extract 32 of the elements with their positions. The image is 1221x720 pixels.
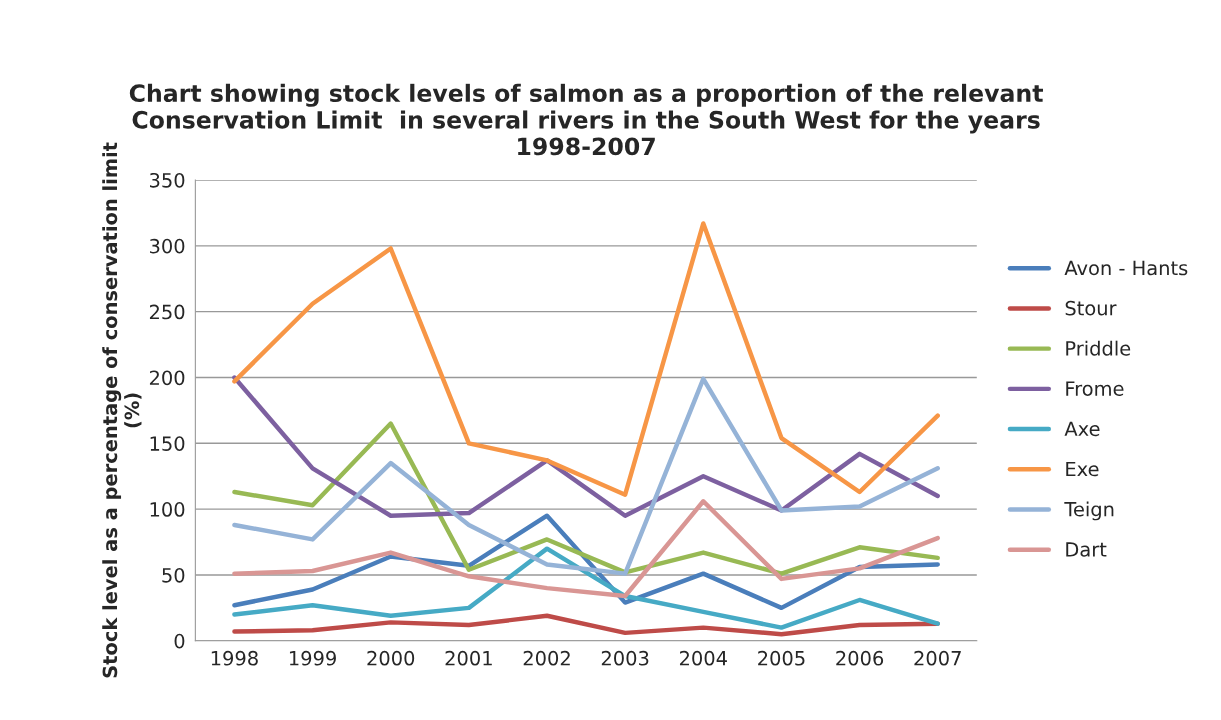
legend-label: Axe xyxy=(1064,421,1100,437)
y-tick-label: 200 xyxy=(149,370,185,386)
x-tick-label: 2001 xyxy=(445,650,492,666)
x-tick-label: 2004 xyxy=(679,650,727,666)
x-tick-label: 1998 xyxy=(211,650,258,666)
y-tick-label: 50 xyxy=(162,567,185,583)
line-series xyxy=(232,546,940,630)
x-tick-label: 2002 xyxy=(523,650,570,666)
line-series xyxy=(232,499,940,599)
legend-label: Stour xyxy=(1065,300,1117,316)
x-tick-label: 2006 xyxy=(836,650,884,666)
legend-label: Priddle xyxy=(1066,340,1131,356)
legend-label: Frome xyxy=(1066,381,1124,396)
x-tick-label: 2000 xyxy=(367,650,415,666)
y-tick-label: 100 xyxy=(150,502,185,517)
line-series xyxy=(232,375,940,518)
line-series xyxy=(232,376,940,576)
x-tick-label: 2005 xyxy=(758,650,805,666)
line-series xyxy=(232,221,940,497)
x-tick-label: 2007 xyxy=(914,650,961,666)
y-tick-label: 250 xyxy=(149,304,185,320)
y-tick-label: 150 xyxy=(150,436,185,451)
y-tick-label: 300 xyxy=(150,238,185,254)
legend-label: Avon - Hants xyxy=(1064,260,1188,276)
line-series xyxy=(232,421,940,576)
y-tick-label: 350 xyxy=(150,172,185,188)
x-tick-label: 2003 xyxy=(601,650,649,666)
y-tick-label: 0 xyxy=(174,633,185,649)
x-tick-label: 1999 xyxy=(289,650,336,666)
legend-label: Exe xyxy=(1066,461,1099,477)
legend-label: Dart xyxy=(1066,542,1107,557)
legend-label: Teign xyxy=(1064,501,1114,521)
